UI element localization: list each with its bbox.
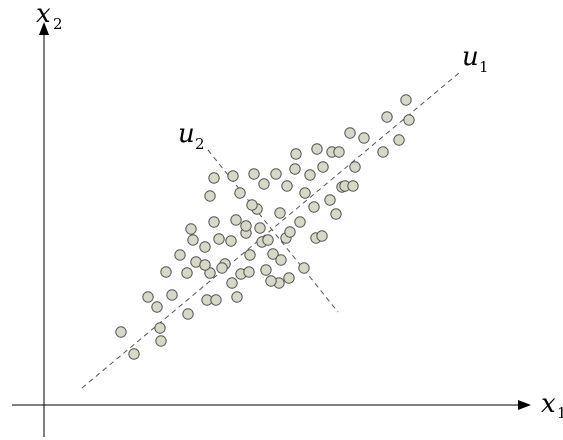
data-point	[234, 187, 246, 199]
data-point	[281, 180, 293, 192]
data-point	[254, 222, 266, 234]
data-point	[358, 132, 370, 144]
data-point	[128, 348, 140, 360]
data-point	[240, 220, 252, 232]
data-point	[274, 207, 286, 219]
data-point	[142, 291, 154, 303]
data-point	[381, 111, 393, 123]
data-point	[208, 216, 220, 228]
data-point	[166, 289, 178, 301]
data-point	[284, 226, 296, 238]
data-point	[330, 208, 342, 220]
data-point	[349, 161, 361, 173]
x-axis-label: x	[541, 389, 556, 419]
data-point	[290, 148, 302, 160]
data-point	[246, 199, 258, 211]
data-point	[225, 235, 237, 247]
data-point	[317, 161, 329, 173]
data-point	[115, 326, 127, 338]
data-point	[231, 291, 243, 303]
data-point	[265, 275, 277, 287]
data-point	[226, 277, 238, 289]
data-point	[393, 134, 405, 146]
data-point	[260, 264, 272, 276]
u2-label: u	[178, 119, 195, 149]
data-point	[155, 335, 167, 347]
data-point	[344, 127, 356, 139]
data-point	[333, 146, 345, 158]
u1-label-subscript: 1	[479, 58, 489, 76]
data-point	[208, 172, 220, 184]
u1-dashed-line	[81, 72, 460, 389]
data-point	[154, 322, 166, 334]
data-point	[294, 216, 306, 228]
data-point	[316, 230, 328, 242]
data-point	[403, 114, 415, 126]
data-point	[185, 223, 197, 235]
data-point	[160, 266, 172, 278]
data-point	[213, 233, 225, 245]
y-axis-label-subscript: 2	[53, 15, 63, 33]
data-point	[248, 168, 260, 180]
data-point	[216, 262, 228, 274]
data-point	[199, 259, 211, 271]
data-point	[244, 249, 256, 261]
u1-label: u	[462, 42, 479, 72]
data-point	[298, 262, 310, 274]
data-point	[299, 187, 311, 199]
data-point	[230, 214, 242, 226]
data-point	[347, 180, 359, 192]
data-point	[267, 248, 279, 260]
data-point	[308, 201, 320, 213]
data-point	[275, 254, 287, 266]
data-point	[377, 146, 389, 158]
data-point	[174, 249, 186, 261]
data-point	[182, 308, 194, 320]
u2-label-subscript: 2	[195, 135, 205, 153]
data-point	[199, 241, 211, 253]
data-point	[243, 266, 255, 278]
data-point	[210, 294, 222, 306]
y-axis-arrowhead	[39, 22, 49, 35]
data-point	[151, 301, 163, 313]
u2-dashed-line	[207, 149, 339, 313]
data-point	[181, 267, 193, 279]
data-point	[204, 267, 216, 279]
data-point	[324, 194, 336, 206]
x-axis-arrowhead	[518, 400, 531, 410]
scatter-points	[115, 94, 415, 360]
data-point	[289, 163, 301, 175]
x-axis-label-subscript: 1	[557, 404, 563, 422]
data-point	[262, 234, 274, 246]
y-axis-label: x	[36, 0, 51, 29]
data-point	[258, 178, 270, 190]
data-point	[204, 190, 216, 202]
data-point	[311, 143, 323, 155]
data-point	[270, 168, 282, 180]
data-point	[187, 234, 199, 246]
data-point	[400, 94, 412, 106]
data-point	[304, 169, 316, 181]
data-point	[227, 170, 239, 182]
data-point	[283, 272, 295, 284]
